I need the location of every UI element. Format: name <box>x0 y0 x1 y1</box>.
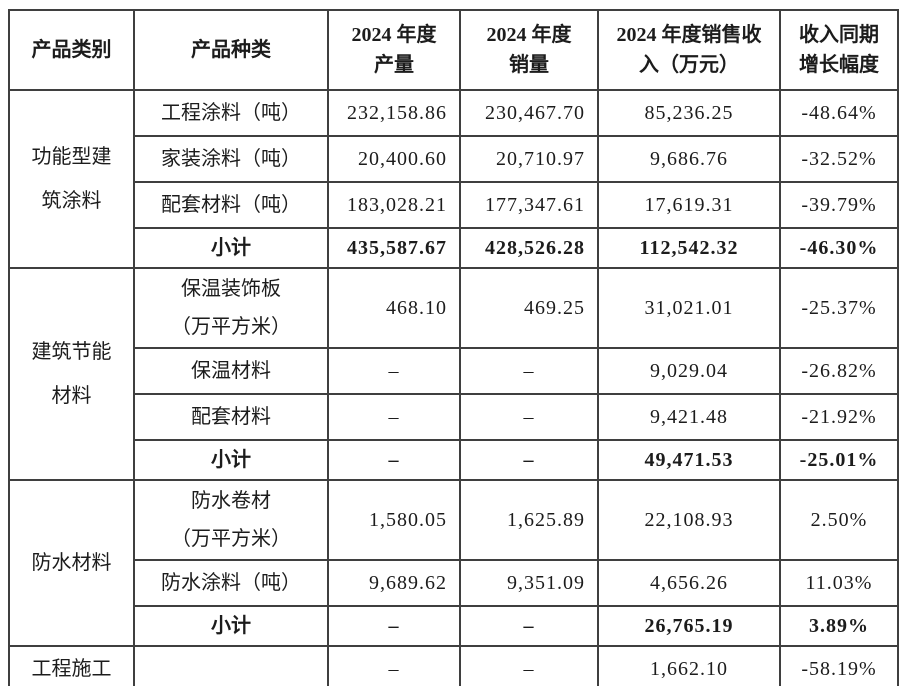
type-cell <box>133 645 329 686</box>
production-cell: 435,587.67 <box>327 227 461 269</box>
revenue-cell: 9,421.48 <box>597 393 781 441</box>
category-cell: 建筑节能 材料 <box>8 267 135 481</box>
header-cell-category: 产品类别 <box>8 9 135 91</box>
table-row: 建筑节能 材料 保温装饰板 （万平方米） 468.10 469.25 31,021.01… <box>8 267 899 481</box>
production-cell: 183,028.21 <box>327 181 461 229</box>
revenue-cell: 31,021.01 <box>597 267 781 349</box>
production-cell: – <box>327 439 461 481</box>
revenue-cell: 17,619.31 <box>597 181 781 229</box>
revenue-cell: 49,471.53 <box>597 439 781 481</box>
table-body: 功能型建 筑涂料 工程涂料（吨） 232,158.86 230,467.70 85,23… <box>8 89 899 686</box>
growth-cell: 11.03% <box>779 559 899 607</box>
sales-cell: 1,625.89 <box>459 479 599 561</box>
table-row: 小计 – –49,471.53 -25.01% <box>9 439 899 481</box>
production-cell: 232,158.86 <box>327 89 461 137</box>
sales-cell: 428,526.28 <box>459 227 599 269</box>
type-cell: 小计 <box>133 439 329 481</box>
type-cell: 防水涂料（吨） <box>133 559 329 607</box>
type-cell: 防水卷材 （万平方米） <box>133 479 329 561</box>
sales-cell: 469.25 <box>459 267 599 349</box>
table-row: 配套材料 – –9,421.48 -21.92% <box>9 393 899 441</box>
production-cell: – <box>327 645 461 686</box>
sales-cell: – <box>459 605 599 647</box>
table-row: 小计 – –26,765.19 3.89% <box>9 605 899 647</box>
header-cell-production: 2024 年度 产量 <box>327 9 461 91</box>
category-cell: 功能型建 筑涂料 <box>8 89 135 269</box>
sales-cell: – <box>459 393 599 441</box>
type-cell: 保温装饰板 （万平方米） <box>133 267 329 349</box>
header-cell-sales-volume: 2024 年度 销量 <box>459 9 599 91</box>
header-cell-revenue: 2024 年度销售收 入（万元） <box>597 9 781 91</box>
revenue-cell: 85,236.25 <box>597 89 781 137</box>
type-cell: 工程涂料（吨） <box>133 89 329 137</box>
sales-cell: 20,710.97 <box>459 135 599 183</box>
type-cell: 家装涂料（吨） <box>133 135 329 183</box>
type-cell: 保温材料 <box>133 347 329 395</box>
sales-cell: – <box>459 347 599 395</box>
sales-cell: 230,467.70 <box>459 89 599 137</box>
growth-cell: -25.37% <box>779 267 899 349</box>
category-cell: 防水材料 <box>8 479 135 647</box>
table-row: 小计 435,587.67 428,526.28 112,542.32 -46.30% <box>9 227 899 269</box>
category-cell: 工程施工 <box>8 645 135 686</box>
table-row: 家装涂料（吨） 20,400.60 20,710.97 9,686.76 -32.52% <box>9 135 899 183</box>
growth-cell: -58.19% <box>779 645 899 686</box>
sales-cell: 177,347.61 <box>459 181 599 229</box>
header-cell-growth: 收入同期 增长幅度 <box>779 9 899 91</box>
sales-cell: – <box>459 439 599 481</box>
sales-cell: 9,351.09 <box>459 559 599 607</box>
table-header: 产品类别 产品种类 2024 年度 产量 2024 年度 销量 2024 年度销… <box>8 9 899 91</box>
revenue-cell: 112,542.32 <box>597 227 781 269</box>
growth-cell: -25.01% <box>779 439 899 481</box>
revenue-cell: 9,686.76 <box>597 135 781 183</box>
growth-cell: -32.52% <box>779 135 899 183</box>
type-cell: 小计 <box>133 227 329 269</box>
product-table: 产品类别 产品种类 2024 年度 产量 2024 年度 销量 2024 年度销… <box>8 9 899 686</box>
type-cell: 配套材料 <box>133 393 329 441</box>
production-cell: 1,580.05 <box>327 479 461 561</box>
production-cell: 9,689.62 <box>327 559 461 607</box>
growth-cell: -39.79% <box>779 181 899 229</box>
growth-cell: -48.64% <box>779 89 899 137</box>
sales-cell: – <box>459 645 599 686</box>
table-row: 保温材料 – –9,029.04 -26.82% <box>9 347 899 395</box>
header-cell-type: 产品种类 <box>133 9 329 91</box>
type-cell: 小计 <box>133 605 329 647</box>
production-cell: – <box>327 393 461 441</box>
revenue-cell: 4,656.26 <box>597 559 781 607</box>
table-row: 功能型建 筑涂料 工程涂料（吨） 232,158.86 230,467.70 85,23… <box>8 89 899 269</box>
production-cell: 468.10 <box>327 267 461 349</box>
growth-cell: 2.50% <box>779 479 899 561</box>
growth-cell: -46.30% <box>779 227 899 269</box>
table-row: 配套材料（吨） 183,028.21 177,347.61 17,619.31 -39.… <box>9 181 899 229</box>
production-cell: – <box>327 347 461 395</box>
revenue-cell: 26,765.19 <box>597 605 781 647</box>
production-cell: 20,400.60 <box>327 135 461 183</box>
table-row: 防水材料 防水卷材 （万平方米） 1,580.05 1,625.89 22,108.93… <box>8 479 899 647</box>
revenue-cell: 1,662.10 <box>597 645 781 686</box>
growth-cell: -26.82% <box>779 347 899 395</box>
table-row: 防水涂料（吨） 9,689.62 9,351.09 4,656.26 11.03% <box>9 559 899 607</box>
growth-cell: -21.92% <box>779 393 899 441</box>
type-cell: 配套材料（吨） <box>133 181 329 229</box>
revenue-cell: 9,029.04 <box>597 347 781 395</box>
production-cell: – <box>327 605 461 647</box>
header-row: 产品类别 产品种类 2024 年度 产量 2024 年度 销量 2024 年度销… <box>8 9 899 91</box>
table-row: 工程施工 – –1,662.10 -58.19% <box>8 645 899 686</box>
revenue-cell: 22,108.93 <box>597 479 781 561</box>
growth-cell: 3.89% <box>779 605 899 647</box>
